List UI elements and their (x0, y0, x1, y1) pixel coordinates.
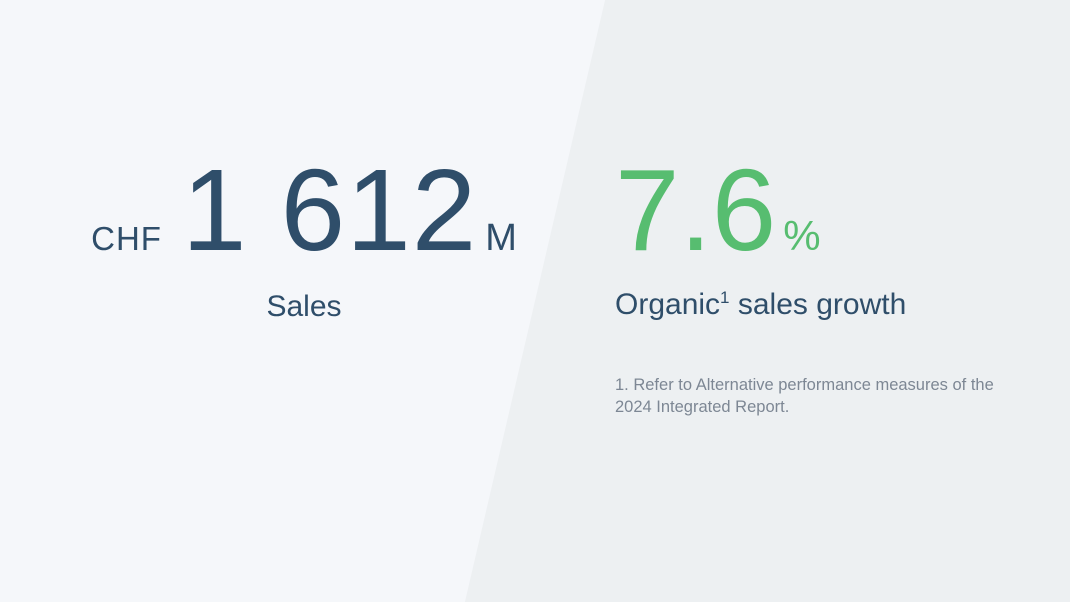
growth-label-prefix: Organic (615, 288, 721, 321)
growth-label-footnote-marker: 1 (720, 288, 730, 307)
sales-currency: CHF (91, 220, 162, 257)
growth-label-suffix: sales growth (729, 288, 907, 321)
sales-figure-row: CHF 1 612 M (86, 152, 522, 268)
growth-percent-sign: % (783, 212, 821, 259)
growth-figure-row: 7.6 % (615, 152, 1035, 268)
sales-value: 1 612 (181, 145, 478, 275)
footnote-text: 1. Refer to Alternative performance meas… (615, 376, 994, 416)
growth-label: Organic1 sales growth (615, 288, 1035, 321)
sales-unit: M (485, 217, 517, 259)
growth-stat-block: 7.6 % Organic1 sales growth 1. Refer to … (615, 152, 1035, 419)
growth-value: 7.6 (615, 145, 777, 275)
sales-label: Sales (266, 290, 342, 323)
sales-stat-block: CHF 1 612 M Sales (86, 152, 522, 323)
